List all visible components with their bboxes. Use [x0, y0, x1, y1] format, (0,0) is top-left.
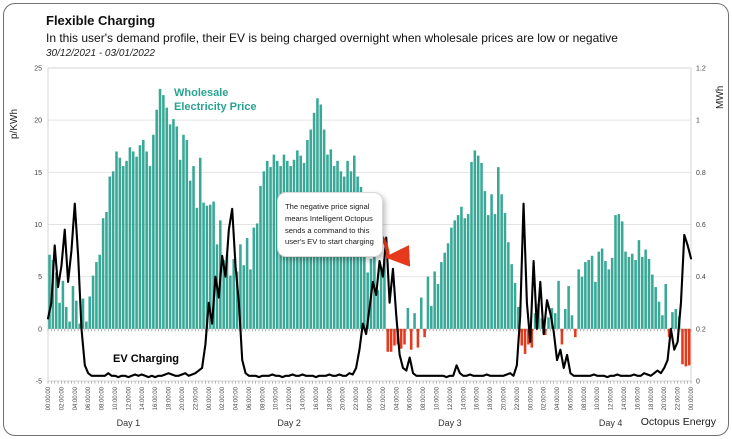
svg-text:16:00:00: 16:00:00	[314, 386, 320, 410]
wholesale-price-series-label: Wholesale Electricity Price	[174, 87, 257, 113]
svg-text:00:00:00: 00:00:00	[528, 386, 534, 410]
left-axis-unit-label: p/KWh	[9, 109, 20, 139]
svg-text:22:00:00: 22:00:00	[193, 386, 199, 410]
svg-text:10:00:00: 10:00:00	[274, 386, 280, 410]
svg-text:1.2: 1.2	[696, 66, 706, 73]
svg-text:-5: -5	[36, 379, 42, 386]
svg-text:Day 4: Day 4	[599, 418, 623, 428]
svg-text:04:00:00: 04:00:00	[73, 386, 79, 410]
svg-text:0.8: 0.8	[696, 170, 706, 177]
svg-text:00:00:00: 00:00:00	[689, 386, 695, 410]
svg-text:02:00:00: 02:00:00	[220, 386, 226, 410]
right-axis-unit-label: MWh	[715, 86, 726, 109]
svg-text:0.6: 0.6	[696, 222, 706, 229]
svg-text:02:00:00: 02:00:00	[542, 386, 548, 410]
svg-text:14:00:00: 14:00:00	[140, 386, 146, 410]
date-range: 30/12/2021 - 03/01/2022	[46, 48, 155, 59]
negative-price-callout: The negative price signal means Intellig…	[277, 192, 383, 258]
svg-text:1: 1	[696, 118, 700, 125]
svg-text:08:00:00: 08:00:00	[582, 386, 588, 410]
svg-text:00:00:00: 00:00:00	[46, 386, 52, 410]
svg-text:12:00:00: 12:00:00	[609, 386, 615, 410]
brand-label: Octopus Energy	[640, 416, 716, 428]
svg-text:08:00:00: 08:00:00	[100, 386, 106, 410]
svg-text:06:00:00: 06:00:00	[86, 386, 92, 410]
svg-text:0.2: 0.2	[696, 326, 706, 333]
svg-text:14:00:00: 14:00:00	[301, 386, 307, 410]
svg-text:00:00:00: 00:00:00	[207, 386, 213, 410]
svg-text:25: 25	[34, 66, 42, 73]
svg-text:18:00:00: 18:00:00	[649, 386, 655, 410]
svg-text:16:00:00: 16:00:00	[153, 386, 159, 410]
svg-text:10:00:00: 10:00:00	[595, 386, 601, 410]
svg-text:10:00:00: 10:00:00	[113, 386, 119, 410]
svg-text:18:00:00: 18:00:00	[488, 386, 494, 410]
svg-text:12:00:00: 12:00:00	[287, 386, 293, 410]
svg-text:0: 0	[696, 379, 700, 386]
svg-text:06:00:00: 06:00:00	[408, 386, 414, 410]
svg-text:14:00:00: 14:00:00	[461, 386, 467, 410]
svg-text:10:00:00: 10:00:00	[434, 386, 440, 410]
svg-text:00:00:00: 00:00:00	[368, 386, 374, 410]
svg-text:04:00:00: 04:00:00	[555, 386, 561, 410]
ev-charging-series-label: EV Charging	[113, 353, 180, 365]
svg-text:04:00:00: 04:00:00	[234, 386, 240, 410]
ev-charging-line	[46, 202, 693, 379]
chart-subtitle: In this user's demand profile, their EV …	[46, 31, 618, 45]
svg-text:15: 15	[34, 170, 42, 177]
svg-text:20:00:00: 20:00:00	[341, 386, 347, 410]
svg-text:0.4: 0.4	[696, 274, 706, 281]
svg-text:Day 1: Day 1	[117, 418, 141, 428]
svg-text:12:00:00: 12:00:00	[126, 386, 132, 410]
svg-text:08:00:00: 08:00:00	[421, 386, 427, 410]
svg-text:22:00:00: 22:00:00	[515, 386, 521, 410]
page-title: Flexible Charging	[46, 13, 156, 28]
svg-text:0: 0	[38, 326, 42, 333]
svg-text:16:00:00: 16:00:00	[475, 386, 481, 410]
svg-text:Day 3: Day 3	[438, 418, 462, 428]
svg-text:20:00:00: 20:00:00	[180, 386, 186, 410]
svg-text:22:00:00: 22:00:00	[676, 386, 682, 410]
svg-text:04:00:00: 04:00:00	[394, 386, 400, 410]
svg-text:20: 20	[34, 118, 42, 125]
svg-text:06:00:00: 06:00:00	[247, 386, 253, 410]
svg-text:14:00:00: 14:00:00	[622, 386, 628, 410]
svg-text:10: 10	[34, 222, 42, 229]
svg-text:12:00:00: 12:00:00	[448, 386, 454, 410]
svg-text:18:00:00: 18:00:00	[327, 386, 333, 410]
svg-text:18:00:00: 18:00:00	[167, 386, 173, 410]
svg-text:16:00:00: 16:00:00	[635, 386, 641, 410]
svg-text:22:00:00: 22:00:00	[354, 386, 360, 410]
svg-text:20:00:00: 20:00:00	[662, 386, 668, 410]
svg-text:02:00:00: 02:00:00	[59, 386, 65, 410]
svg-text:20:00:00: 20:00:00	[501, 386, 507, 410]
svg-text:06:00:00: 06:00:00	[568, 386, 574, 410]
category-tick-marks	[47, 328, 692, 384]
svg-text:02:00:00: 02:00:00	[381, 386, 387, 410]
svg-text:Day 2: Day 2	[277, 418, 301, 428]
chart-card: Flexible Charging In this user's demand …	[3, 3, 729, 436]
svg-text:5: 5	[38, 274, 42, 281]
svg-text:08:00:00: 08:00:00	[260, 386, 266, 410]
